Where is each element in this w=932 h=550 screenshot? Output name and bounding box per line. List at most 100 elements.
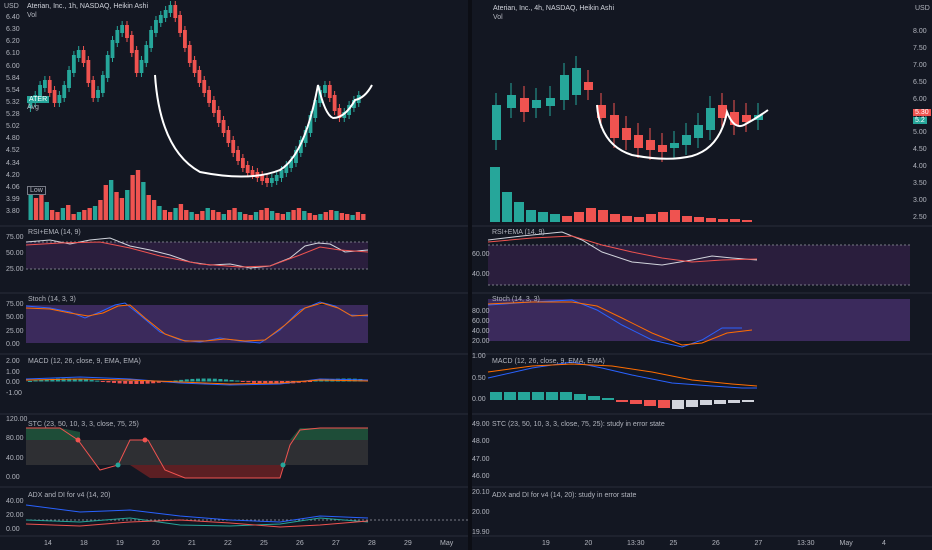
- left-stc-tick: 0.00: [6, 474, 20, 481]
- left-candle-body: [96, 90, 100, 98]
- left-macd-bar: [240, 381, 245, 382]
- left-volume-bar: [227, 210, 232, 220]
- left-price-tick: 4.34: [6, 159, 20, 167]
- left-low-badge: Low: [27, 186, 46, 195]
- left-time-tick: 14: [44, 540, 52, 547]
- left-volume-bar: [71, 214, 76, 220]
- right-price-tick: 7.50: [913, 44, 927, 52]
- left-macd-bar: [196, 378, 200, 382]
- right-macd-bar: [504, 392, 516, 400]
- right-price-tick: 5.50: [913, 113, 927, 120]
- left-candle-body: [120, 25, 125, 33]
- left-candle-body: [211, 100, 216, 113]
- left-price-tick: 3.99: [6, 195, 20, 203]
- left-volume-bar: [328, 210, 334, 220]
- left-stoch-tick: 50.00: [6, 314, 24, 322]
- left-candle-body: [81, 50, 86, 63]
- right-chart-svg[interactable]: [472, 0, 932, 550]
- right-vol-label: Vol: [493, 14, 503, 21]
- right-volume-bar: [670, 210, 680, 222]
- left-macd-bar: [145, 381, 150, 384]
- left-volume-bar: [275, 213, 280, 220]
- right-macd-hist: [490, 392, 754, 409]
- right-macd-bar: [742, 400, 754, 402]
- left-rsi-tick: 75.00: [6, 234, 24, 241]
- left-volume-bar: [302, 211, 307, 220]
- right-time-tick: 19: [542, 540, 550, 547]
- left-price-tick: 6.30: [6, 26, 20, 34]
- left-candles: [28, 1, 361, 187]
- left-candle-body: [202, 80, 207, 93]
- left-candle-body: [129, 35, 134, 53]
- left-macd-bar: [313, 380, 318, 382]
- right-candle-body: [560, 75, 569, 100]
- left-rsi-ema: [25, 241, 369, 268]
- left-macd-title: MACD (12, 26, close, 9, EMA, EMA): [28, 358, 141, 365]
- left-rsi-band: [26, 242, 368, 269]
- left-macd-bar: [117, 381, 122, 384]
- right-macd-bar: [532, 392, 544, 400]
- left-volume-bar: [210, 210, 216, 220]
- right-candle-body: [622, 128, 631, 140]
- left-macd-bar: [184, 379, 189, 382]
- right-macd-bar: [714, 400, 726, 404]
- left-stc-band: [26, 440, 368, 465]
- left-price-tick: 6.10: [6, 50, 20, 58]
- left-volume-bar: [119, 198, 125, 220]
- left-stc-tick: 80.00: [6, 435, 24, 443]
- right-adx-tick: 19.90: [472, 529, 490, 536]
- left-candle-body: [245, 165, 250, 173]
- right-volume-bar: [706, 218, 716, 222]
- left-volume-bar: [350, 215, 355, 220]
- left-candle-body: [139, 60, 144, 73]
- right-candle-body: [584, 82, 593, 90]
- right-price-tick: 3.50: [913, 180, 927, 188]
- right-stc-tick: 46.00: [472, 473, 490, 480]
- left-ticker-badge: ATER: [27, 96, 50, 103]
- right-candle-body: [546, 98, 555, 106]
- chart-divider[interactable]: [468, 0, 472, 550]
- right-stoch-tick: 40.00: [472, 328, 490, 335]
- left-macd-bar: [56, 378, 60, 382]
- left-chart-svg[interactable]: [0, 0, 468, 550]
- right-macd-tick: 1.00: [472, 353, 486, 360]
- left-candle-body: [265, 178, 269, 183]
- right-macd-bar: [658, 400, 670, 408]
- right-volume-bar: [526, 210, 536, 222]
- left-volume-bar: [334, 211, 339, 220]
- right-price-label: 5.2: [913, 117, 927, 124]
- left-candle-body: [38, 85, 42, 98]
- right-candle-body: [572, 68, 581, 95]
- left-candle-body: [115, 30, 120, 43]
- right-volume-bar: [742, 220, 752, 222]
- right-chart-title: Aterian, Inc., 4h, NASDAQ, Heikin Ashi: [493, 5, 614, 12]
- right-volume-bar: [562, 216, 572, 222]
- left-stc-dot: [142, 437, 148, 443]
- left-adx-title: ADX and DI for v4 (14, 20): [28, 492, 111, 499]
- right-stoch-band: [488, 299, 910, 341]
- left-di-plus: [25, 517, 369, 527]
- left-stc-tick: 40.00: [6, 454, 24, 462]
- left-volume-bar: [108, 180, 114, 220]
- left-volume-bar: [82, 210, 87, 220]
- left-volume-bar: [248, 215, 253, 220]
- left-di-minus: [25, 519, 369, 528]
- left-rsi-tick: 50.00: [6, 250, 24, 257]
- left-stoch-title: Stoch (14, 3, 3): [28, 296, 76, 303]
- left-price-tick: 5.32: [6, 98, 20, 106]
- right-stc-title: STC (23, 50, 10, 3, 3, close, 75, 25): s…: [492, 421, 665, 428]
- right-volume-bar: [574, 212, 584, 222]
- right-time-tick: 13:30: [627, 540, 645, 547]
- left-volume-bar: [264, 208, 269, 220]
- right-chart[interactable]: Aterian, Inc., 4h, NASDAQ, Heikin Ashi V…: [472, 0, 932, 550]
- right-macd-signal: [487, 363, 758, 387]
- right-volume-bar: [586, 208, 596, 222]
- left-macd-bar: [44, 379, 49, 382]
- left-time-tick: 26: [296, 540, 304, 547]
- left-chart[interactable]: Aterian, Inc., 1h, NASDAQ, Heikin Ashi U…: [0, 0, 468, 550]
- left-stc-line: [26, 427, 368, 479]
- left-macd-bar: [33, 380, 38, 382]
- left-candle-body: [168, 5, 173, 13]
- left-volume-bar: [355, 212, 361, 220]
- left-volume-bar: [194, 214, 200, 220]
